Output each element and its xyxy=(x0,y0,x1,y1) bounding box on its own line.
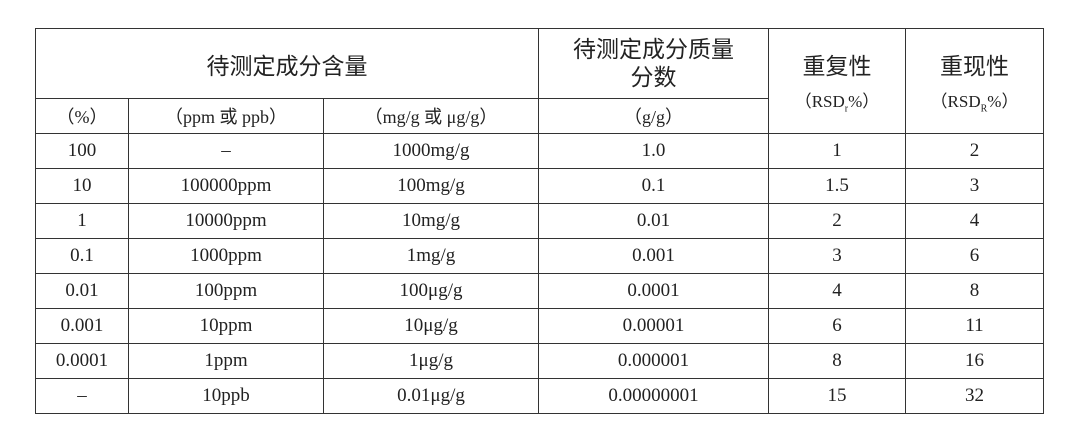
header-cell: 重现性 （RSDR%） xyxy=(905,28,1044,134)
body-cell: 8 xyxy=(768,343,906,379)
unit-text: （RSD xyxy=(930,92,981,112)
body-cell: 1ppm xyxy=(128,343,324,379)
header-cell: 待测定成分质量 分数 xyxy=(538,28,769,99)
body-row: 1 10000ppm 10mg/g 0.01 2 4 xyxy=(35,203,1044,239)
unit-cell: （%） xyxy=(35,98,129,134)
body-cell: 10 xyxy=(35,168,129,204)
data-table: 待测定成分含量 待测定成分质量 分数 重复性 （RSDr%） 重现性 （RSDR… xyxy=(35,28,1044,414)
body-row: 0.0001 1ppm 1μg/g 0.000001 8 16 xyxy=(35,343,1044,379)
header-cell: 重复性 （RSDr%） xyxy=(768,28,906,134)
body-cell: 32 xyxy=(905,378,1044,414)
body-cell: 0.00001 xyxy=(538,308,769,344)
body-cell: 2 xyxy=(905,133,1044,169)
table-body: 待测定成分含量 待测定成分质量 分数 重复性 （RSDr%） 重现性 （RSDR… xyxy=(35,28,1044,414)
body-cell: 1 xyxy=(768,133,906,169)
unit-cell: （g/g） xyxy=(538,98,769,134)
unit-text: （RSD xyxy=(794,92,845,112)
body-cell: 1.5 xyxy=(768,168,906,204)
header-line: 分数 xyxy=(630,64,677,90)
body-cell: – xyxy=(128,133,324,169)
body-cell: 3 xyxy=(768,238,906,274)
body-cell: 6 xyxy=(768,308,906,344)
body-cell: 0.000001 xyxy=(538,343,769,379)
header-cell: 待测定成分含量 xyxy=(35,28,539,99)
header-unit: （RSDr%） xyxy=(769,87,905,114)
unit-sub: R xyxy=(980,103,988,115)
unit-text: %） xyxy=(987,92,1019,112)
body-cell: 3 xyxy=(905,168,1044,204)
body-cell: 0.0001 xyxy=(35,343,129,379)
unit-cell: （ppm 或 ppb） xyxy=(128,98,324,134)
body-cell: 100 xyxy=(35,133,129,169)
body-cell: 15 xyxy=(768,378,906,414)
header-text: 重现性 xyxy=(940,54,1009,80)
body-cell: 0.1 xyxy=(35,238,129,274)
header-text: 重复性 xyxy=(802,54,872,80)
body-cell: 0.00000001 xyxy=(538,378,769,414)
header-line: 待测定成分质量 xyxy=(573,36,734,62)
body-cell: 16 xyxy=(905,343,1044,379)
body-row: 0.01 100ppm 100μg/g 0.0001 4 8 xyxy=(35,273,1044,309)
body-cell: 0.1 xyxy=(538,168,769,204)
body-cell: 10ppb xyxy=(128,378,324,414)
body-cell: 100μg/g xyxy=(323,273,539,309)
body-cell: 6 xyxy=(905,238,1044,274)
unit-text: %） xyxy=(848,92,880,112)
body-cell: 1.0 xyxy=(538,133,769,169)
body-row: 10 100000ppm 100mg/g 0.1 1.5 3 xyxy=(35,168,1044,204)
body-cell: 11 xyxy=(905,308,1044,344)
body-cell: 10μg/g xyxy=(323,308,539,344)
body-cell: 0.001 xyxy=(538,238,769,274)
body-cell: 4 xyxy=(768,273,906,309)
body-cell: 100ppm xyxy=(128,273,324,309)
body-cell: 10000ppm xyxy=(128,203,324,239)
unit-sub: r xyxy=(844,103,849,115)
body-row: –10ppb 0.01μg/g 0.00000001 15 32 xyxy=(35,378,1044,414)
body-cell: 4 xyxy=(905,203,1044,239)
body-cell: 0.0001 xyxy=(538,273,769,309)
unit-row: （%） （ppm 或 ppb） （mg/g 或 μg/g） （g/g） xyxy=(35,98,1044,134)
body-cell: 0.001 xyxy=(35,308,129,344)
body-row: 100–1000mg/g 1.0 1 2 xyxy=(35,133,1044,169)
body-row: 0.1 1000ppm 1mg/g 0.001 3 6 xyxy=(35,238,1044,274)
body-cell: 0.01 xyxy=(538,203,769,239)
header-unit: （RSDR%） xyxy=(906,87,1043,114)
body-cell: 0.01 xyxy=(35,273,129,309)
body-cell: 0.01μg/g xyxy=(323,378,539,414)
body-cell: 100mg/g xyxy=(323,168,539,204)
body-cell: 10ppm xyxy=(128,308,324,344)
body-row: 0.001 10ppm 10μg/g 0.00001 6 11 xyxy=(35,308,1044,344)
body-cell: 1 xyxy=(35,203,129,239)
body-cell: 2 xyxy=(768,203,906,239)
body-cell: 100000ppm xyxy=(128,168,324,204)
body-cell: 1mg/g xyxy=(323,238,539,274)
body-cell: 8 xyxy=(905,273,1044,309)
body-cell: – xyxy=(35,378,129,414)
body-cell: 1000mg/g xyxy=(323,133,539,169)
unit-cell: （mg/g 或 μg/g） xyxy=(323,98,539,134)
body-cell: 1000ppm xyxy=(128,238,324,274)
header-row: 待测定成分含量 待测定成分质量 分数 重复性 （RSDr%） 重现性 （RSDR… xyxy=(35,28,1044,134)
body-cell: 10mg/g xyxy=(323,203,539,239)
body-cell: 1μg/g xyxy=(323,343,539,379)
